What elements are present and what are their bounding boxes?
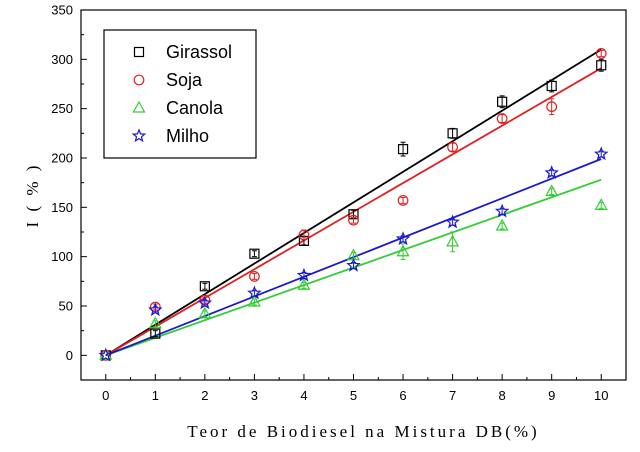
- x-tick-label: 6: [399, 388, 406, 403]
- point-milho: [247, 285, 262, 300]
- x-tick-label: 5: [350, 388, 357, 403]
- point-canola: [247, 294, 261, 307]
- point-milho: [197, 295, 213, 310]
- y-tick-label: 100: [51, 249, 73, 264]
- point-canola: [495, 218, 509, 231]
- x-tick-label: 10: [594, 388, 608, 403]
- point-canola: [148, 316, 162, 329]
- point-soja: [298, 229, 310, 241]
- point-soja: [595, 48, 607, 59]
- legend-marker-soja: [133, 74, 145, 86]
- legend-label-girassol: Girassol: [166, 42, 232, 62]
- point-canola: [545, 184, 559, 197]
- y-tick-label: 350: [51, 3, 73, 18]
- point-girassol: [150, 328, 161, 339]
- point-milho: [98, 347, 114, 362]
- point-canola: [594, 198, 608, 210]
- point-canola: [99, 348, 113, 360]
- point-girassol: [199, 281, 210, 292]
- point-milho: [296, 267, 312, 282]
- point-girassol: [249, 248, 260, 259]
- point-canola: [297, 278, 311, 290]
- x-tick-label: 3: [251, 388, 258, 403]
- point-soja: [447, 141, 458, 153]
- point-soja: [397, 195, 409, 206]
- point-girassol: [497, 96, 508, 107]
- point-milho: [593, 146, 609, 161]
- legend-marker-girassol: [133, 46, 145, 58]
- y-tick-label: 300: [51, 52, 73, 67]
- point-milho: [346, 257, 361, 272]
- x-axis-ticks: 0 1 2 3 4 5 6 7 8 9 10: [80, 374, 608, 403]
- legend-label-soja: Soja: [166, 70, 203, 90]
- point-milho: [395, 231, 411, 246]
- x-tick-label: 7: [449, 388, 456, 403]
- x-tick-label: 1: [152, 388, 159, 403]
- point-soja: [546, 101, 558, 113]
- point-girassol: [596, 60, 607, 71]
- point-canola: [198, 306, 212, 319]
- point-milho: [494, 203, 510, 218]
- x-tick-label: 8: [499, 388, 506, 403]
- legend-label-milho: Milho: [166, 126, 209, 146]
- y-tick-label: 0: [66, 348, 73, 363]
- x-tick-label: 4: [300, 388, 307, 403]
- point-soja: [249, 271, 260, 282]
- x-axis-title: Teor de Biodiesel na Mistura DB(%): [187, 422, 539, 441]
- y-tick-label: 50: [59, 299, 73, 314]
- point-soja: [496, 113, 508, 124]
- y-axis-ticks: 0 50 100 150 200 250 300 350: [51, 3, 87, 381]
- x-tick-label: 2: [201, 388, 208, 403]
- point-milho: [148, 302, 163, 317]
- point-girassol: [397, 144, 409, 155]
- legend-box: [103, 29, 257, 159]
- data-points: [98, 48, 609, 362]
- point-soja: [348, 214, 359, 226]
- y-axis-title: I ( % ): [23, 163, 42, 228]
- legend-marker-canola: [132, 100, 146, 113]
- x-tick-label: 0: [102, 388, 109, 403]
- y-tick-label: 200: [51, 151, 73, 166]
- x-tick-label: 9: [548, 388, 555, 403]
- legend-label-canola: Canola: [166, 98, 224, 118]
- point-girassol: [447, 128, 458, 139]
- y-tick-label: 250: [51, 101, 73, 116]
- legend-marker-milho: [131, 128, 147, 143]
- point-milho: [544, 165, 559, 179]
- point-milho: [445, 214, 460, 229]
- point-girassol: [546, 80, 557, 92]
- legend: Girassol Soja Canola Milho: [103, 29, 257, 159]
- point-canola: [396, 244, 410, 257]
- y-tick-label: 150: [51, 200, 73, 215]
- fit-line-girassol: [105, 48, 602, 357]
- point-canola: [446, 234, 460, 247]
